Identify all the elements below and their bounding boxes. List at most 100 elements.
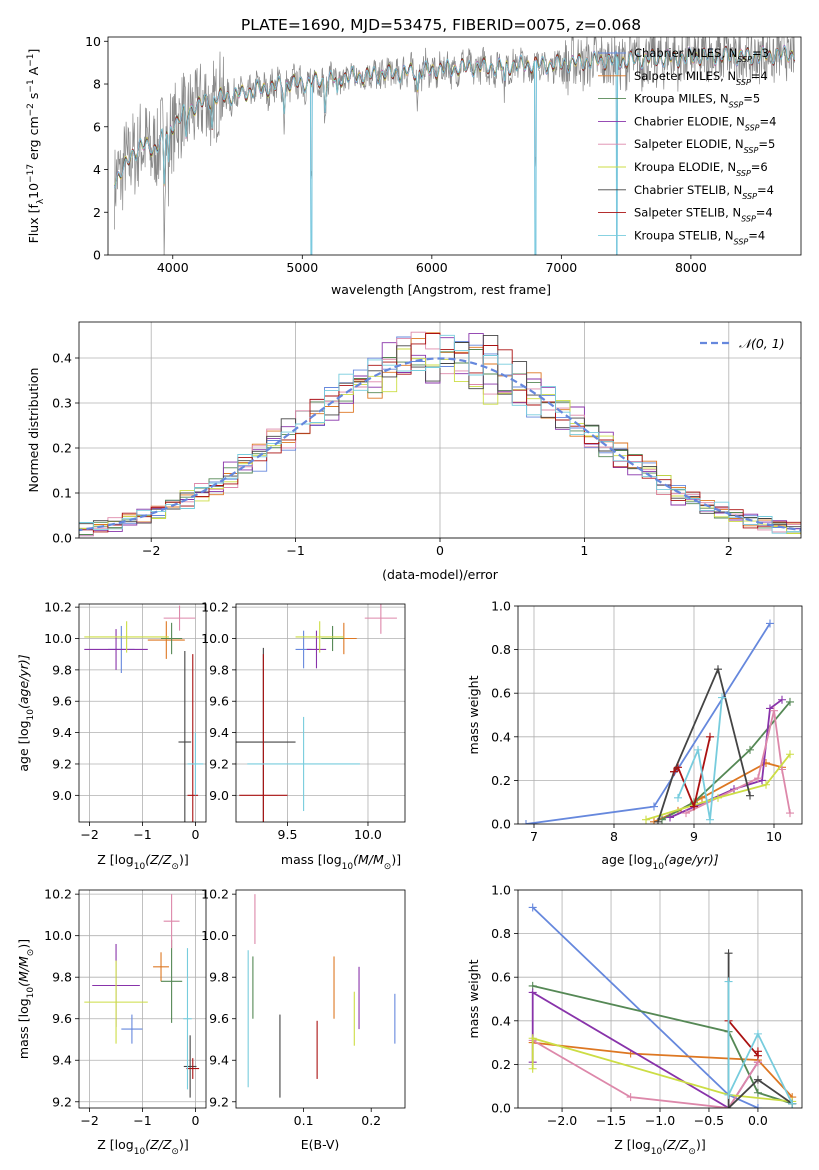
axes-frame [78, 321, 802, 539]
y-axis-label-part: 10 [26, 987, 36, 999]
legend-label-part: Salpeter STELIB, N [634, 206, 741, 220]
legend-label: Salpeter MILES, NSSP=4 [634, 69, 768, 87]
figure-title: PLATE=1690, MJD=53475, FIBERID=0075, z=0… [241, 16, 641, 34]
y-axis-label-part: age [log [16, 720, 31, 771]
weight-marker [753, 1104, 762, 1108]
legend-label: Kroupa ELODIE, NSSP=6 [634, 160, 768, 178]
x-tick-label: −2.0 [547, 1113, 577, 1128]
x-tick-label: −2 [80, 1113, 98, 1128]
y-tick-label: 0.4 [52, 351, 72, 366]
legend-label: Chabrier MILES, NSSP=3 [634, 46, 769, 64]
x-tick-label: 0 [191, 1113, 199, 1128]
weight-marker [528, 903, 537, 912]
x-tick-label: 0.0 [748, 1113, 768, 1128]
x-axis-label-part: 10 [134, 862, 146, 872]
legend-label-part: Kroupa STELIB, N [634, 228, 734, 242]
weight-marker [718, 693, 726, 702]
y-axis-label: Flux [fλ10−17 erg cm−2 s−1 A−1] [26, 49, 46, 244]
plot-area [528, 903, 797, 1108]
weight-marker [670, 767, 678, 776]
x-tick-label: −1 [286, 543, 304, 558]
y-axis-label-part: ⊙ [26, 949, 36, 957]
x-tick-label: 10 [766, 829, 782, 844]
y-axis-label: mass weight [466, 959, 481, 1038]
y-tick-label: 10.2 [44, 887, 72, 902]
weight-marker [682, 809, 690, 818]
weight-marker [522, 820, 530, 824]
y-tick-label: 10.0 [44, 631, 72, 646]
y-tick-label: 9.0 [52, 788, 72, 803]
y-tick-label: 9.8 [209, 662, 229, 677]
x-axis-label-part: 10 [653, 862, 665, 872]
y-tick-label: 9.4 [52, 725, 72, 740]
legend-label-part: SSP [734, 237, 749, 246]
weight-marker [714, 793, 722, 802]
x-tick-label: 7 [530, 829, 538, 844]
y-tick-label: 0 [93, 248, 101, 263]
y-tick-label: 0.3 [52, 396, 72, 411]
weight-marker [754, 774, 762, 783]
plot-area [247, 894, 396, 1098]
y-tick-label: 0.8 [491, 642, 511, 657]
weight-marker [674, 793, 682, 802]
y-axis-label-part: ] [26, 49, 41, 54]
y-tick-label: 0.0 [52, 531, 72, 546]
weight-marker [626, 1093, 635, 1102]
panel-weight-vs-age: 7 8 9 10 0.0 0.2 0.4 0.6 0.8 1.0 mass weight age [l… [466, 599, 803, 872]
weight-line [532, 985, 793, 1105]
plot-area [84, 894, 200, 1098]
x-tick-label: 0 [191, 827, 199, 842]
y-tick-label: 9.8 [209, 970, 229, 985]
y-tick-label: 10.0 [201, 631, 229, 646]
y-axis-label: age [log10(age/yr)] [16, 654, 36, 771]
weight-line [532, 1039, 759, 1108]
weight-marker [786, 697, 794, 706]
weight-marker [786, 750, 794, 759]
weight-marker [778, 695, 786, 704]
legend-label-part: =5 [743, 92, 760, 106]
y-axis-label: mass weight [466, 675, 481, 754]
panel-residuals: −2 −1 0 1 2 0.0 0.1 0.2 0.3 0.4 (data-model)/error… [26, 321, 802, 582]
y-axis-label-part: 10 [26, 709, 36, 721]
plot-area [114, 37, 795, 255]
y-tick-label: 9.4 [209, 1053, 229, 1068]
x-tick-label: 0 [436, 543, 444, 558]
x-tick-label: 1 [580, 543, 588, 558]
axes-frame [235, 603, 406, 823]
x-axis-label-part: (Z/Z [145, 1137, 172, 1152]
legend-label: 𝒩(0, 1) [739, 336, 785, 351]
weight-marker [674, 763, 682, 772]
panel-weight-vs-Z: −2.0 −1.5 −1.0 −0.5 0.0 0.0 0.2 0.4 0.6 0.8 1.0 mas… [466, 883, 803, 1157]
legend-label-part: =4 [757, 183, 774, 197]
x-axis-label: mass [log10(M/M⊙)] [281, 852, 401, 872]
x-axis-label-part: (M/M [353, 852, 384, 867]
y-tick-label: 0.0 [491, 1101, 511, 1116]
y-axis-label-part: )] [16, 939, 31, 949]
weight-marker [654, 817, 662, 824]
y-tick-label: 1.0 [491, 883, 511, 898]
x-tick-label: 0.1 [294, 1113, 314, 1128]
legend-label-part: SSP [744, 146, 759, 155]
legend-label-part: SSP [736, 77, 751, 86]
plot-area [79, 331, 801, 537]
axes-frame [517, 605, 803, 825]
x-axis-label: Z [log10(Z/Z⊙)] [97, 1137, 188, 1157]
axes-frame [78, 603, 207, 823]
x-tick-label: 2 [725, 543, 733, 558]
legend-label-part: Salpeter ELODIE, N [634, 137, 744, 151]
plot-area [236, 604, 397, 822]
y-tick-label: 0.2 [491, 773, 511, 788]
weight-marker [714, 665, 722, 674]
legend-label-part: =4 [748, 228, 765, 242]
y-tick-label: 9.2 [209, 756, 229, 771]
gaussian-curve [79, 357, 801, 532]
x-axis-label: (data-model)/error [382, 567, 499, 582]
x-axis-label-part: )] [696, 1137, 706, 1152]
y-tick-label: 1.0 [491, 599, 511, 614]
weight-marker [724, 1104, 733, 1108]
x-axis-label-part: 10 [134, 1147, 146, 1157]
x-axis-label-part: 10 [342, 862, 354, 872]
x-axis-label-part: )] [179, 852, 189, 867]
